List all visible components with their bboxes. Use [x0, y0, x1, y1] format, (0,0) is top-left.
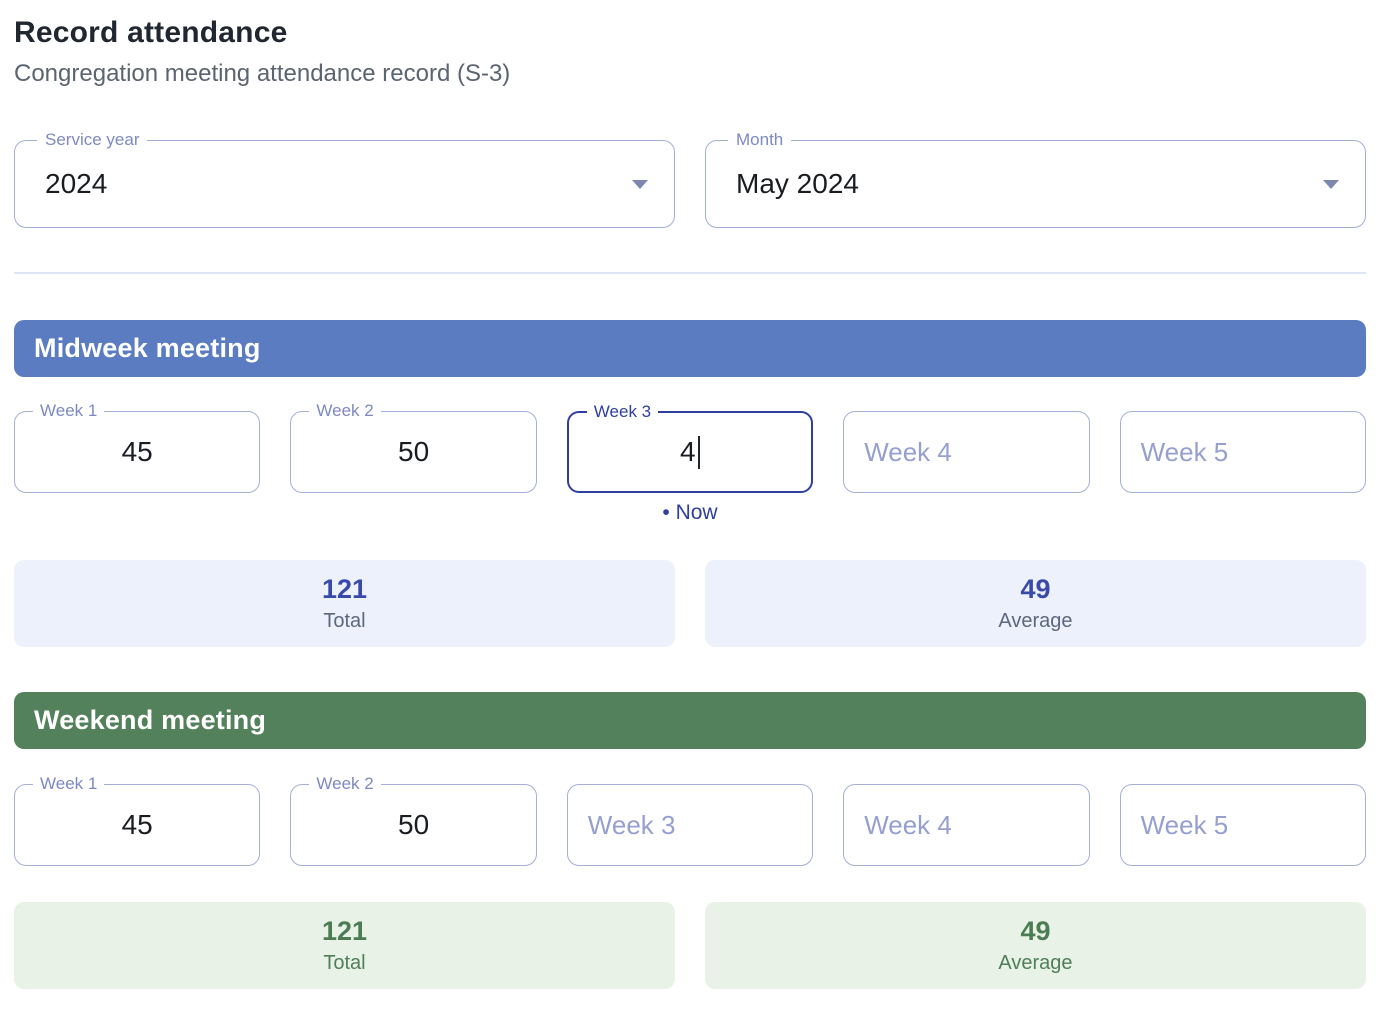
service-year-value: 2024 — [45, 168, 108, 199]
weekend-week-1-input[interactable]: Week 1 45 — [14, 774, 261, 866]
midweek-week-1-input[interactable]: Week 1 45 — [14, 401, 261, 493]
midweek-helper-row: • Now — [14, 501, 1366, 527]
midweek-total-label: Total — [323, 610, 366, 632]
week-3-label: Week 3 — [587, 809, 676, 840]
chevron-down-icon — [1323, 180, 1339, 189]
section-title: Midweek meeting — [34, 333, 261, 363]
midweek-weeks-row: Week 1 45 Week 2 50 Week 3 4 Week 4 Week… — [14, 401, 1366, 493]
week-4-label: Week 4 — [864, 436, 952, 467]
now-indicator: • Now — [662, 501, 718, 524]
week-5-label: Week 5 — [1140, 436, 1229, 467]
filters-row: Service year 2024 Month May 2024 — [14, 130, 1366, 228]
midweek-week-5-input[interactable]: Week 5 — [1119, 411, 1366, 493]
service-year-select[interactable]: Service year 2024 — [14, 130, 675, 228]
month-value: May 2024 — [736, 168, 859, 199]
section-header-weekend: Weekend meeting — [14, 692, 1366, 749]
chevron-down-icon — [632, 180, 648, 189]
midweek-week-3-input[interactable]: Week 3 4 — [566, 402, 814, 493]
text-cursor — [697, 435, 701, 469]
weekend-average-card: 49 Average — [705, 902, 1366, 989]
week-3-label: Week 3 — [586, 402, 659, 422]
week-1-value: 45 — [121, 436, 153, 467]
midweek-summary-row: 121 Total 49 Average — [14, 560, 1366, 647]
midweek-week-4-input[interactable]: Week 4 — [843, 411, 1090, 493]
section-title: Weekend meeting — [34, 705, 267, 735]
midweek-average-card: 49 Average — [705, 560, 1366, 647]
week-2-label: Week 2 — [309, 774, 381, 794]
weekend-week-2-input[interactable]: Week 2 50 — [290, 774, 537, 866]
weekend-week-5-input[interactable]: Week 5 — [1119, 784, 1366, 866]
week-3-value: 4 — [679, 436, 696, 467]
week-2-label: Week 2 — [309, 401, 381, 421]
weekend-average-label: Average — [998, 952, 1073, 974]
section-header-midweek: Midweek meeting — [14, 320, 1366, 377]
week-2-value: 50 — [398, 436, 430, 467]
weekend-total-card: 121 Total — [14, 902, 675, 989]
week-1-label: Week 1 — [33, 774, 105, 794]
midweek-total-card: 121 Total — [14, 560, 675, 647]
week-2-value: 50 — [398, 809, 430, 840]
midweek-average-label: Average — [998, 610, 1073, 632]
page-subtitle: Congregation meeting attendance record (… — [14, 60, 511, 87]
week-1-label: Week 1 — [33, 401, 105, 421]
weekend-week-3-input[interactable]: Week 3 — [566, 784, 814, 866]
month-label: Month — [728, 130, 792, 150]
weekend-weeks-row: Week 1 45 Week 2 50 Week 3 Week 4 Week 5 — [14, 774, 1366, 866]
week-5-label: Week 5 — [1140, 809, 1229, 840]
midweek-average-value: 49 — [1020, 574, 1051, 604]
month-select[interactable]: Month May 2024 — [705, 130, 1366, 228]
divider — [14, 272, 1366, 274]
page-title: Record attendance — [14, 16, 288, 49]
week-4-label: Week 4 — [864, 809, 952, 840]
service-year-label: Service year — [37, 130, 148, 150]
weekend-total-label: Total — [323, 952, 366, 974]
midweek-total-value: 121 — [321, 574, 368, 604]
weekend-total-value: 121 — [321, 916, 368, 946]
weekend-week-4-input[interactable]: Week 4 — [843, 784, 1090, 866]
midweek-week-2-input[interactable]: Week 2 50 — [290, 401, 537, 493]
week-1-value: 45 — [121, 809, 153, 840]
weekend-summary-row: 121 Total 49 Average — [14, 902, 1366, 989]
weekend-average-value: 49 — [1020, 916, 1051, 946]
